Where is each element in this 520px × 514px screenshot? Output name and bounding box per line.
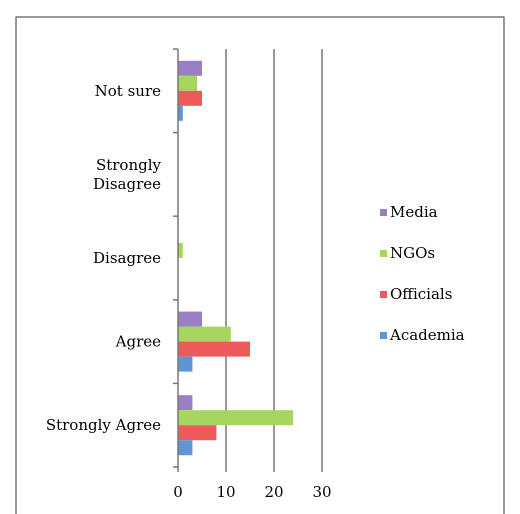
gridlines <box>225 49 323 467</box>
bar-media-not-sure <box>178 60 202 76</box>
x-tick-label-20: 20 <box>264 483 283 501</box>
bar-academia-strongly-agree <box>178 440 193 456</box>
bar-ngos-not-sure <box>178 75 198 91</box>
legend-swatch-academia <box>380 332 387 339</box>
x-tick-label-0: 0 <box>173 483 183 501</box>
legend-label-ngos: NGOs <box>390 244 435 262</box>
axis-frame <box>173 48 323 472</box>
x-tick-label-30: 30 <box>312 483 331 501</box>
bar-academia-agree <box>178 356 193 372</box>
tick-labels: 0 10 20 30 <box>173 483 331 501</box>
bar-media-agree <box>178 311 202 327</box>
category-label-agree: Agree <box>115 333 161 351</box>
category-label-strongly-disagree: Strongly Disagree <box>93 156 162 193</box>
legend-label-media: Media <box>390 203 438 221</box>
bar-media-strongly-agree <box>178 395 193 411</box>
category-label-disagree: Disagree <box>93 249 161 267</box>
legend: Media NGOs Officials Academia <box>380 203 465 344</box>
legend-swatch-media <box>380 209 387 216</box>
bar-series <box>178 60 294 456</box>
legend-label-officials: Officials <box>390 285 452 303</box>
category-label-not-sure: Not sure <box>95 82 161 100</box>
category-labels: Not sure Strongly Disagree Disagree Agree Str… <box>46 82 162 434</box>
legend-swatch-officials <box>380 291 387 298</box>
bar-ngos-agree <box>178 326 231 342</box>
legend-label-academia: Academia <box>389 326 465 344</box>
chart-border <box>15 16 505 514</box>
bar-officials-strongly-agree <box>178 425 217 441</box>
bar-academia-not-sure <box>178 105 183 121</box>
bar-ngos-strongly-agree <box>178 410 294 426</box>
bar-officials-not-sure <box>178 90 202 106</box>
bar-officials-agree <box>178 341 250 357</box>
category-label-strongly-agree: Strongly Agree <box>46 416 161 434</box>
bar-ngos-disagree <box>178 243 183 258</box>
x-tick-label-10: 10 <box>216 483 235 501</box>
legend-swatch-ngos <box>380 250 387 257</box>
